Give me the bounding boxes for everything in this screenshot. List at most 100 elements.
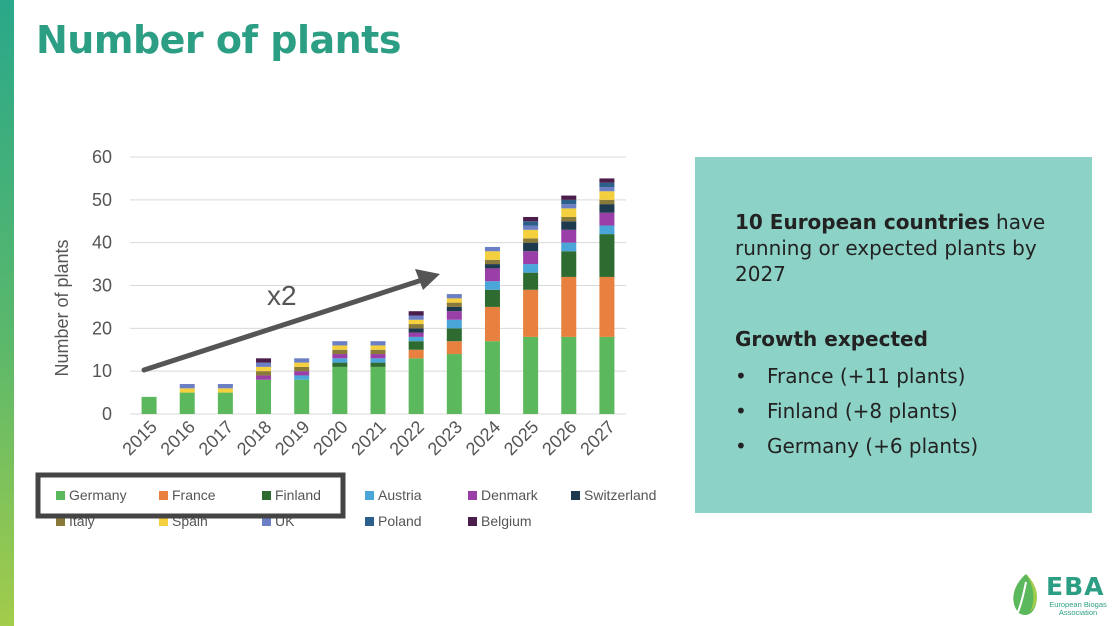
bar-segment-spain <box>561 208 577 217</box>
legend-highlight-box <box>35 472 346 519</box>
legend-swatch-germany <box>56 491 65 500</box>
eba-logo: EBA European Biogas Association <box>1008 572 1116 622</box>
bar-segment-spain <box>332 345 348 350</box>
bar-segment-spain <box>446 298 462 303</box>
y-axis-ticks: 0 10 20 30 40 50 60 <box>92 147 112 424</box>
bar-segment-austria <box>332 358 348 363</box>
bar-segment-denmark <box>370 354 386 359</box>
info-heading: 10 European countries have running or ex… <box>735 209 1068 287</box>
growth-list: France (+11 plants) Finland (+8 plants) … <box>735 359 1068 464</box>
bar-segment-germany <box>599 336 615 414</box>
growth-arrow-line <box>141 277 425 373</box>
legend-swatch-switzerland <box>571 491 580 500</box>
chart-bars <box>141 178 615 414</box>
x-tick-label: 2027 <box>576 417 618 459</box>
bar-segment-switzerland <box>408 328 424 333</box>
legend-label-denmark: Denmark <box>481 487 539 503</box>
bar-segment-germany <box>370 366 386 414</box>
bar-segment-austria <box>446 319 462 329</box>
growth-item: Germany (+6 plants) <box>735 429 1068 464</box>
bar-segment-uk <box>599 186 615 192</box>
bar-segment-germany <box>561 336 577 414</box>
bar-segment-switzerland <box>561 221 577 230</box>
x-tick-label: 2019 <box>271 417 313 459</box>
legend-label-france: France <box>172 487 216 503</box>
chart-legend: Germany France Finland Austria Denmark Switze… <box>56 487 656 529</box>
info-panel: 10 European countries have running or ex… <box>695 157 1092 513</box>
bar-segment-italy <box>294 366 310 372</box>
bar-segment-finland <box>523 272 539 290</box>
bar-segment-switzerland <box>599 204 615 213</box>
legend-label-finland: Finland <box>275 487 321 503</box>
bar-segment-poland <box>599 182 615 187</box>
bar-segment-austria <box>294 375 310 380</box>
bar-segment-germany <box>256 379 272 414</box>
bar-segment-austria <box>523 264 539 273</box>
x-tick-label: 2022 <box>386 417 428 459</box>
y-tick-label: 40 <box>92 233 112 253</box>
bar-segment-uk <box>332 341 348 346</box>
growth-arrow <box>141 269 440 373</box>
bar-segment-belgium <box>256 358 272 363</box>
growth-title: Growth expected <box>735 327 928 351</box>
bar-segment-spain <box>294 362 310 367</box>
bar-segment-uk <box>484 246 500 252</box>
bar-segment-germany <box>523 336 539 414</box>
bar-segment-denmark <box>256 375 272 380</box>
x-tick-label: 2018 <box>233 417 275 459</box>
x-tick-label: 2017 <box>195 417 237 459</box>
bar-segment-spain <box>217 388 233 393</box>
bar-segment-uk <box>294 358 310 363</box>
bar-segment-belgium <box>599 178 615 183</box>
y-tick-label: 50 <box>92 190 112 210</box>
bar-segment-finland <box>484 289 500 307</box>
y-tick-label: 10 <box>92 361 112 381</box>
bar-segment-austria <box>370 358 386 363</box>
logo-name: EBA <box>1046 572 1105 601</box>
bar-segment-italy <box>523 238 539 243</box>
bar-segment-italy <box>561 216 577 222</box>
legend-swatch-italy <box>56 517 65 526</box>
info-heading-bold: 10 European countries <box>735 210 990 234</box>
legend-label-switzerland: Switzerland <box>584 487 656 503</box>
bar-segment-uk <box>523 225 539 230</box>
legend-swatch-finland <box>262 491 271 500</box>
bar-segment-spain <box>256 366 272 372</box>
bar-segment-spain <box>408 319 424 325</box>
bar-segment-denmark <box>523 251 539 265</box>
bar-segment-austria <box>484 281 500 290</box>
bar-segment-italy <box>332 349 348 355</box>
bar-segment-switzerland <box>523 242 539 252</box>
info-heading-rest: have running or expected plants by 2027 <box>735 210 1046 286</box>
bar-segment-france <box>599 276 615 337</box>
bar-segment-denmark <box>332 354 348 359</box>
bar-segment-italy <box>446 302 462 307</box>
bar-segment-denmark <box>484 268 500 282</box>
legend-label-belgium: Belgium <box>481 513 532 529</box>
legend-swatch-austria <box>365 491 374 500</box>
bar-segment-germany <box>217 392 233 414</box>
legend-swatch-france <box>159 491 168 500</box>
bar-segment-spain <box>523 229 539 239</box>
bar-segment-germany <box>446 354 462 414</box>
x-tick-label: 2015 <box>118 417 160 459</box>
accent-bar <box>0 0 14 626</box>
legend-label-austria: Austria <box>378 487 422 503</box>
x-axis-ticks: 2015201620172018201920202021202220232024… <box>118 417 618 459</box>
growth-item: France (+11 plants) <box>735 359 1068 394</box>
bar-segment-austria <box>408 336 424 342</box>
bar-segment-france <box>523 289 539 337</box>
bar-segment-spain <box>370 345 386 350</box>
legend-swatch-denmark <box>468 491 477 500</box>
bar-segment-belgium <box>523 216 539 222</box>
bar-segment-finland <box>599 234 615 277</box>
bar-segment-italy <box>370 349 386 355</box>
bar-segment-france <box>446 341 462 355</box>
bar-segment-uk <box>408 315 424 320</box>
bar-segment-italy <box>599 199 615 205</box>
bar-segment-denmark <box>446 311 462 320</box>
bar-segment-switzerland <box>484 264 500 269</box>
bar-segment-finland <box>446 328 462 342</box>
bar-segment-belgium <box>561 195 577 200</box>
